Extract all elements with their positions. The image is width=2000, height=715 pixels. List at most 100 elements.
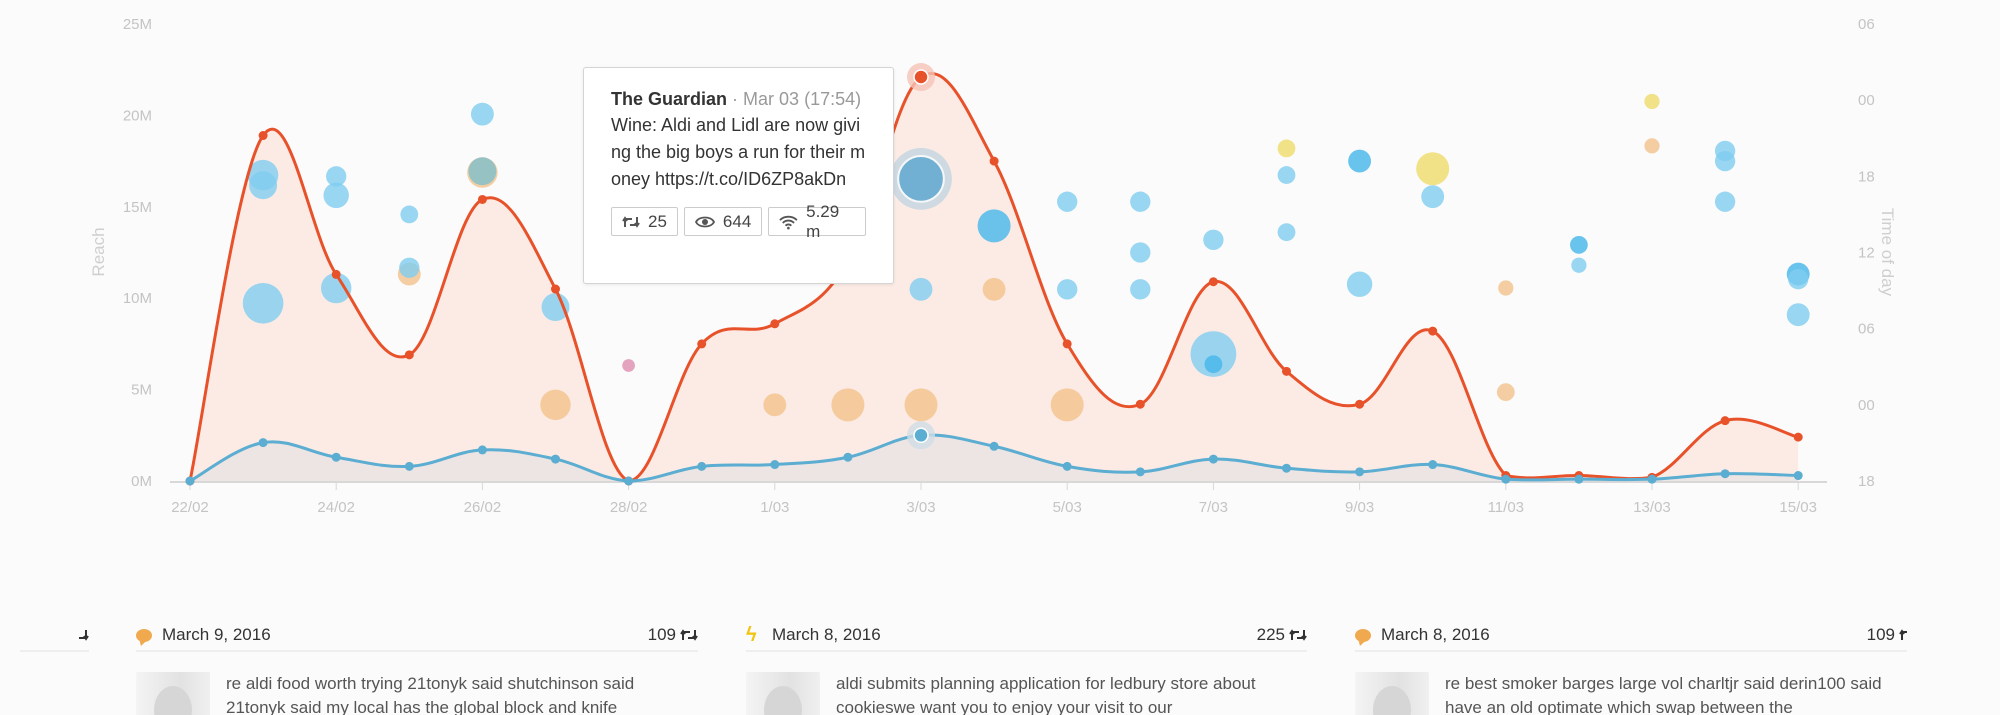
y-right-tick-label: 18 (1858, 473, 1875, 490)
data-point (258, 438, 268, 448)
bubble-point (1277, 223, 1296, 242)
data-point (331, 452, 341, 462)
bubble-point (622, 359, 635, 372)
data-point (1428, 460, 1438, 470)
card-date: March 9, 2016 (162, 625, 271, 644)
wifi-icon (779, 215, 798, 229)
bubble-point (1057, 191, 1078, 212)
card-date: March 8, 2016 (1381, 625, 1490, 644)
bubble-point (400, 205, 419, 224)
retweets-stat[interactable]: 25 (611, 207, 678, 236)
bubble-point (1786, 303, 1810, 327)
x-tick-label: 7/03 (1199, 499, 1228, 516)
card-text: re best smoker barges large vol charltjr… (1445, 674, 1882, 715)
x-tick-label: 5/03 (1053, 499, 1082, 516)
data-point (697, 461, 707, 471)
data-point (1720, 469, 1730, 479)
tooltip-separator: · (732, 89, 739, 109)
data-point (697, 339, 707, 349)
retweet-icon (79, 630, 89, 641)
retweet-icon (1289, 629, 1307, 641)
data-point (843, 452, 853, 462)
retweet-icon (680, 629, 698, 641)
data-point (770, 460, 780, 470)
post-card[interactable]: March 9, 2016 109 re aldi food worth try… (136, 620, 698, 715)
y-left-tick-label: 5M (131, 382, 152, 399)
bubble-point (1203, 229, 1224, 250)
data-point (989, 156, 999, 166)
bubble-point (1346, 271, 1373, 297)
data-point (404, 350, 414, 360)
data-point (770, 319, 780, 329)
bubble-point (1570, 235, 1588, 254)
bubble-point (540, 389, 571, 421)
bubble-point (541, 293, 570, 322)
bubble-point (1057, 279, 1078, 300)
bubble-point (977, 209, 1011, 243)
data-point (1135, 467, 1145, 477)
card-count: 109 (647, 625, 676, 644)
data-point (913, 69, 929, 85)
card-text: re aldi food worth trying 21tonyk said s… (226, 674, 635, 715)
avatar (1355, 672, 1429, 715)
y-right-tick-label: 18 (1858, 168, 1875, 185)
post-card[interactable]: March 8, 2016 109 re best smoker barges … (1355, 620, 1907, 715)
bubble-point (320, 272, 352, 304)
tooltip-source: The Guardian (611, 89, 728, 109)
tooltip-date: Mar 03 (17:54) (743, 89, 862, 109)
data-point (1793, 432, 1803, 442)
bubble-point (1416, 152, 1450, 186)
data-point (404, 461, 414, 471)
data-point (1355, 399, 1365, 409)
y-right-tick-label: 06 (1858, 321, 1875, 338)
data-point (989, 441, 999, 451)
data-point (1208, 454, 1218, 464)
data-point (1574, 474, 1584, 484)
comment-icon (136, 628, 152, 642)
data-point (477, 194, 487, 204)
bubble-point (468, 157, 497, 186)
reach-stat[interactable]: 5.29 m (768, 202, 866, 241)
x-tick-label: 9/03 (1345, 499, 1374, 516)
data-point (551, 284, 560, 294)
bubble-point (326, 166, 347, 187)
y-left-tick-label: 15M (123, 199, 152, 216)
bubble-point (249, 171, 278, 200)
data-point (1647, 474, 1657, 484)
x-tick-label: 28/02 (610, 499, 648, 516)
y-right-tick-label: 06 (1858, 16, 1875, 33)
bubble-point (1644, 138, 1660, 154)
retweet-icon (622, 215, 640, 228)
data-point (913, 427, 929, 444)
data-point (624, 476, 634, 486)
lightning-icon: ϟ (746, 623, 757, 646)
data-point (1062, 461, 1072, 471)
bubble-point (1496, 383, 1515, 402)
y-left-axis-title: Reach (89, 227, 108, 276)
card-partial-left[interactable] (20, 620, 89, 715)
data-point (1428, 326, 1438, 336)
bubble-point (1788, 268, 1809, 290)
bubble-point (1571, 257, 1587, 273)
bubble-point (399, 257, 420, 278)
bubble-point (1714, 150, 1736, 172)
bubble-point (1498, 280, 1514, 296)
post-card[interactable]: ϟ March 8, 2016 225 aldi submits plannin… (746, 620, 1307, 715)
series-area-reach (190, 73, 1799, 481)
x-tick-label: 11/03 (1488, 499, 1524, 516)
views-stat[interactable]: 644 (683, 207, 763, 236)
x-tick-label: 26/02 (464, 499, 502, 516)
y-left-tick-label: 0M (131, 473, 152, 490)
x-tick-label: 13/03 (1633, 499, 1671, 516)
series-area-secondary (190, 434, 1799, 481)
data-point (1282, 463, 1291, 473)
eye-icon (694, 216, 715, 227)
bubble-point (242, 282, 284, 324)
y-right-tick-label: 00 (1858, 397, 1875, 414)
card-date: March 8, 2016 (772, 625, 881, 644)
data-point (258, 131, 268, 141)
bubble-point (1421, 185, 1445, 209)
avatar (136, 672, 210, 715)
tooltip-text[interactable]: Wine: Aldi and Lidl are now giving the b… (611, 115, 866, 189)
bubble-point (1050, 388, 1084, 422)
